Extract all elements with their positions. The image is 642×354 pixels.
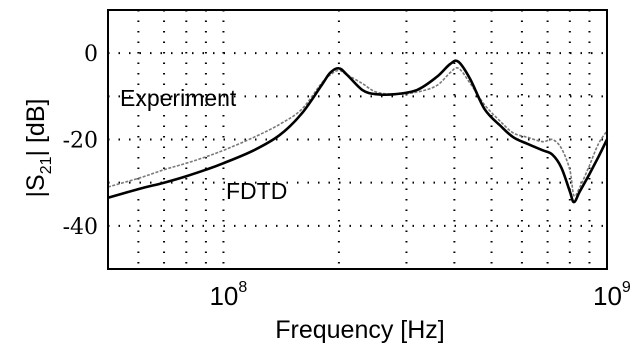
- y-tick-label: -40: [63, 215, 98, 240]
- y-axis-label: |S21| [dB]: [22, 99, 55, 198]
- series-line-fdtd: [107, 59, 609, 204]
- y-tick-label: 0: [84, 42, 98, 67]
- y-axis-label-main: |S: [22, 174, 50, 197]
- plot-frame: [107, 9, 608, 270]
- x-tick-exponent: 8: [238, 279, 247, 296]
- x-tick-exponent: 9: [622, 279, 631, 296]
- x-tick-label: 108: [209, 279, 247, 311]
- x-axis-label: Frequency [Hz]: [275, 316, 445, 344]
- y-tick-label: -20: [63, 129, 98, 154]
- series-line-experiment: [107, 67, 608, 198]
- annotation-fdtd: FDTD: [226, 178, 287, 204]
- annotation-experiment: Experiment: [120, 85, 237, 111]
- y-axis-label-end: | [dB]: [22, 99, 50, 157]
- grid-layer: [108, 10, 607, 269]
- x-tick-base: 10: [209, 281, 238, 311]
- series-layer: [107, 59, 609, 204]
- y-axis-label-sub: 21: [38, 156, 55, 174]
- x-tick-label: 109: [593, 279, 631, 311]
- x-tick-base: 10: [593, 281, 622, 311]
